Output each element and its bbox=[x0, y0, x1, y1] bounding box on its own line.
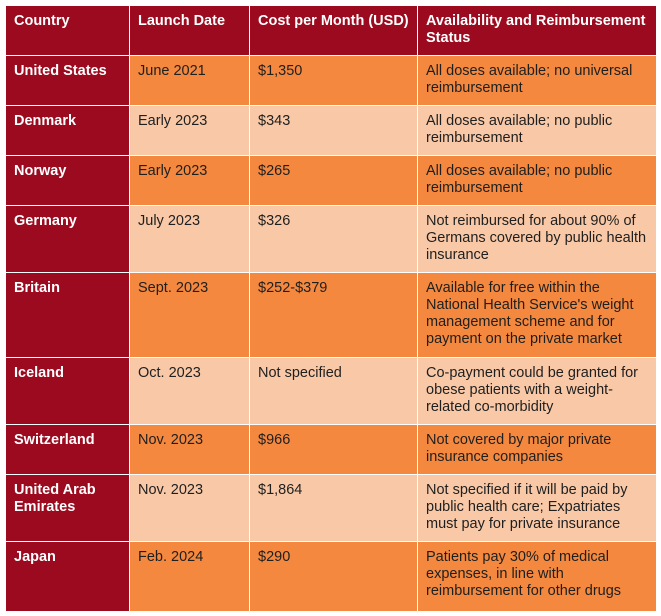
cost-cell: $290 bbox=[249, 541, 418, 612]
cost-cell: $326 bbox=[249, 205, 418, 273]
table-row: Iceland Oct. 2023 Not specified Co-payme… bbox=[5, 357, 657, 425]
table-row: Britain Sept. 2023 $252-$379 Available f… bbox=[5, 272, 657, 358]
status-cell: Patients pay 30% of medical expenses, in… bbox=[417, 541, 657, 612]
table-row: Switzerland Nov. 2023 $966 Not covered b… bbox=[5, 424, 657, 475]
country-cell: United States bbox=[5, 55, 130, 106]
country-cell: Norway bbox=[5, 155, 130, 206]
status-cell: Available for free within the National H… bbox=[417, 272, 657, 358]
launch-date-cell: July 2023 bbox=[129, 205, 250, 273]
country-cell: Switzerland bbox=[5, 424, 130, 475]
country-cell: Germany bbox=[5, 205, 130, 273]
cost-cell: $1,350 bbox=[249, 55, 418, 106]
cost-cell: Not specified bbox=[249, 357, 418, 425]
country-cell: Japan bbox=[5, 541, 130, 612]
status-cell: Not reimbursed for about 90% of Germans … bbox=[417, 205, 657, 273]
launch-date-cell: Early 2023 bbox=[129, 155, 250, 206]
table-row: United States June 2021 $1,350 All doses… bbox=[5, 55, 657, 106]
header-cost: Cost per Month (USD) bbox=[249, 5, 418, 56]
launch-date-cell: Oct. 2023 bbox=[129, 357, 250, 425]
cost-cell: $966 bbox=[249, 424, 418, 475]
table-row: United Arab Emirates Nov. 2023 $1,864 No… bbox=[5, 474, 657, 542]
table-row: Japan Feb. 2024 $290 Patients pay 30% of… bbox=[5, 541, 657, 612]
status-cell: Not specified if it will be paid by publ… bbox=[417, 474, 657, 542]
launch-date-cell: Nov. 2023 bbox=[129, 424, 250, 475]
header-country: Country bbox=[5, 5, 130, 56]
table-row: Denmark Early 2023 $343 All doses availa… bbox=[5, 105, 657, 156]
country-cell: Britain bbox=[5, 272, 130, 358]
country-cell: United Arab Emirates bbox=[5, 474, 130, 542]
status-cell: All doses available; no universal reimbu… bbox=[417, 55, 657, 106]
cost-cell: $1,864 bbox=[249, 474, 418, 542]
status-cell: Co-payment could be granted for obese pa… bbox=[417, 357, 657, 425]
table-row: Norway Early 2023 $265 All doses availab… bbox=[5, 155, 657, 206]
country-cell: Denmark bbox=[5, 105, 130, 156]
cost-cell: $265 bbox=[249, 155, 418, 206]
drug-availability-table: Country Launch Date Cost per Month (USD)… bbox=[5, 5, 657, 612]
status-cell: All doses available; no public reimburse… bbox=[417, 105, 657, 156]
country-cell: Iceland bbox=[5, 357, 130, 425]
table-row: Germany July 2023 $326 Not reimbursed fo… bbox=[5, 205, 657, 273]
launch-date-cell: Sept. 2023 bbox=[129, 272, 250, 358]
launch-date-cell: Early 2023 bbox=[129, 105, 250, 156]
status-cell: All doses available; no public reimburse… bbox=[417, 155, 657, 206]
cost-cell: $343 bbox=[249, 105, 418, 156]
launch-date-cell: June 2021 bbox=[129, 55, 250, 106]
table-body: United States June 2021 $1,350 All doses… bbox=[5, 55, 657, 612]
cost-cell: $252-$379 bbox=[249, 272, 418, 358]
header-status: Availability and Reimbursement Status bbox=[417, 5, 657, 56]
status-cell: Not covered by major private insurance c… bbox=[417, 424, 657, 475]
header-launch-date: Launch Date bbox=[129, 5, 250, 56]
table-header: Country Launch Date Cost per Month (USD)… bbox=[5, 5, 657, 56]
launch-date-cell: Nov. 2023 bbox=[129, 474, 250, 542]
launch-date-cell: Feb. 2024 bbox=[129, 541, 250, 612]
